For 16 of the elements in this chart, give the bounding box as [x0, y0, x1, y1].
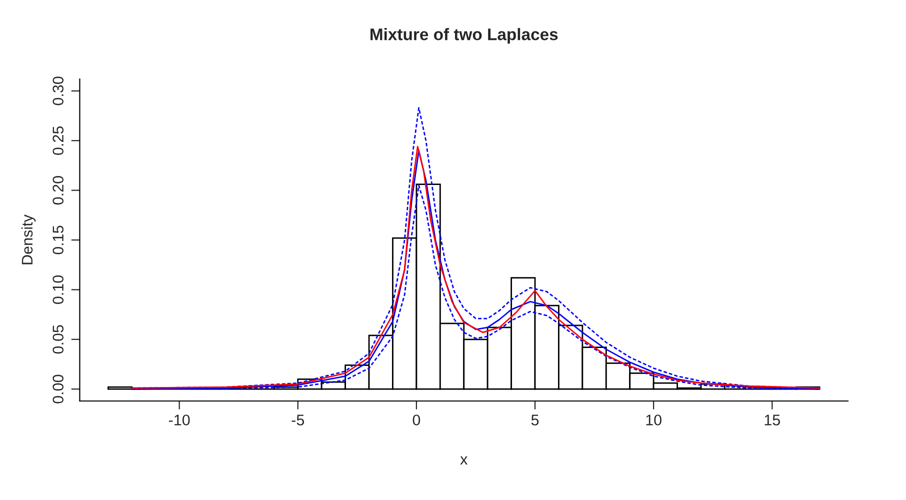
x-tick-label: -10 — [168, 414, 190, 426]
y-tick-label: 0.00 — [52, 374, 64, 404]
x-tick-label: 15 — [764, 414, 780, 426]
y-tick-label: 0.05 — [52, 325, 64, 354]
y-tick-label: 0.20 — [52, 176, 64, 205]
y-axis-title: Density — [21, 214, 36, 264]
chart-title: Mixture of two Laplaces — [370, 28, 558, 44]
x-tick-label: 10 — [646, 414, 662, 426]
x-tick-label: 0 — [412, 414, 420, 426]
y-tick-label: 0.25 — [52, 126, 64, 155]
y-tick-label: 0.15 — [52, 226, 64, 254]
x-tick-label: -5 — [292, 414, 304, 426]
y-tick-label: 0.10 — [52, 275, 64, 304]
x-axis-title: x — [460, 456, 468, 465]
x-tick-label: 5 — [531, 414, 539, 426]
y-tick-label: 0.30 — [52, 76, 64, 106]
